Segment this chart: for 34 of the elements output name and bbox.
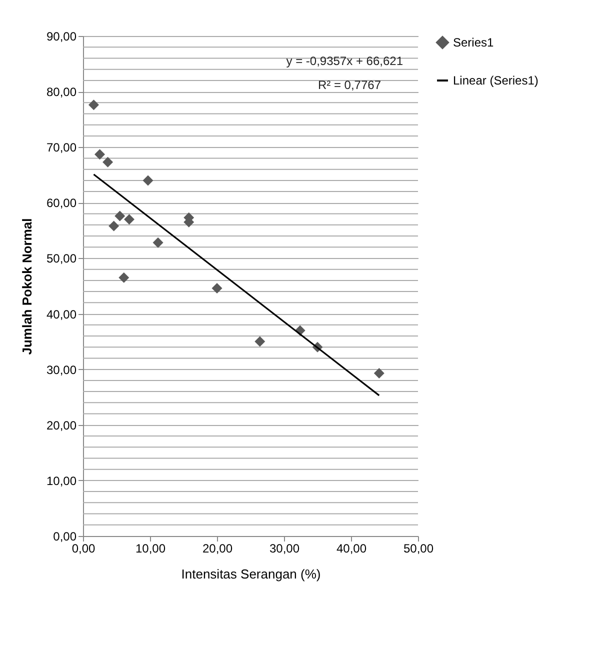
x-axis-title: Intensitas Serangan (%)	[181, 566, 321, 582]
point	[118, 272, 130, 283]
y-tick-label: 80,00	[46, 85, 77, 100]
point	[212, 282, 222, 294]
y-tick-label: 10,00	[46, 474, 77, 488]
annotation: y = -0,9357x + 66,621	[286, 54, 404, 68]
x-tick-label: 10,00	[135, 542, 166, 556]
point	[94, 149, 105, 160]
point	[88, 100, 99, 110]
x-tick-label: 20,00	[202, 542, 233, 556]
point	[254, 336, 266, 347]
y-tick-label: 50,00	[46, 252, 77, 266]
x-tick-label: 40,00	[336, 542, 367, 556]
point	[108, 220, 120, 232]
y-tick-label: 90,00	[46, 30, 77, 44]
annotation: R² = 0,7767	[318, 78, 382, 92]
legend-label: Series1	[453, 36, 494, 50]
point	[102, 156, 114, 168]
x-tick-label: 0,00	[72, 542, 96, 556]
point	[374, 368, 384, 378]
point	[114, 210, 126, 222]
point	[124, 214, 134, 225]
y-tick-label: 20,00	[46, 418, 77, 432]
legend-label: Linear (Series1)	[453, 74, 538, 88]
y-tick-label: 60,00	[46, 196, 77, 210]
y-axis-title: Jumlah Pokok Normal	[19, 218, 34, 355]
y-tick-label: 0,00	[53, 530, 77, 544]
x-tick-label: 30,00	[269, 542, 300, 556]
x-tick-label: 50,00	[403, 542, 434, 556]
y-tick-label: 40,00	[46, 307, 77, 322]
point	[152, 237, 164, 248]
y-tick-label: 70,00	[46, 140, 77, 155]
y-tick-label: 30,00	[46, 362, 77, 377]
point	[142, 175, 154, 186]
